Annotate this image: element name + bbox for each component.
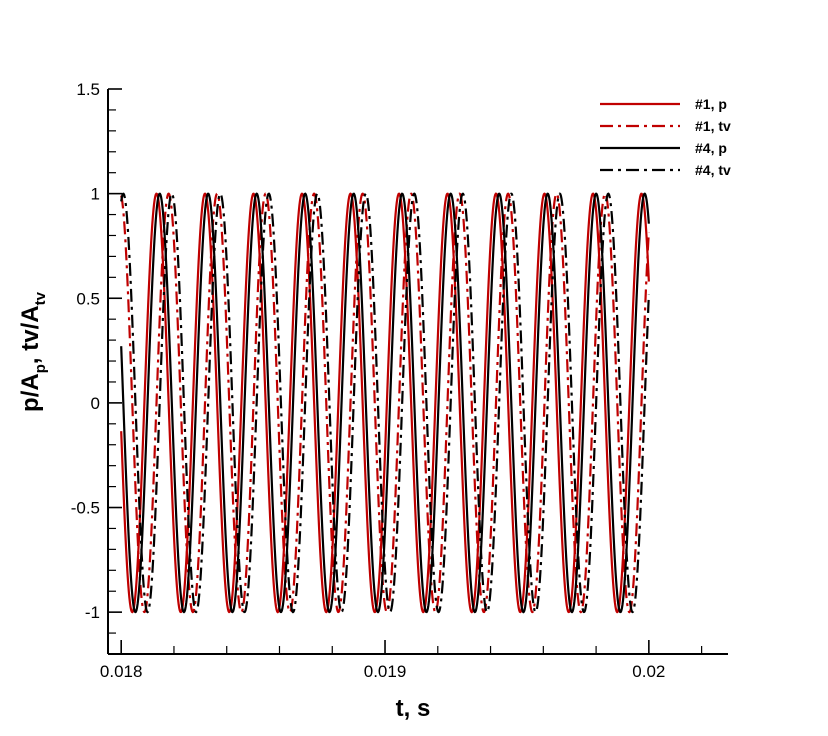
legend-label: #1, tv bbox=[695, 118, 731, 134]
x-axis-label: t, s bbox=[396, 695, 431, 722]
y-tick-label: -0.5 bbox=[71, 499, 100, 518]
plot-lines bbox=[120, 192, 650, 614]
axes: -1 -0.5 0 0.5 1 1.5 0.018 0.019 0.02 bbox=[71, 80, 728, 681]
series-line-2 bbox=[120, 192, 650, 614]
y-tick-label: 0 bbox=[91, 394, 100, 413]
x-tick-label: 0.019 bbox=[364, 662, 407, 681]
y-tick-label: 0.5 bbox=[76, 289, 100, 308]
y-axis-label: p/Ap, tv/Atv bbox=[17, 291, 49, 412]
y-tick-label: 1 bbox=[91, 185, 100, 204]
series-line-1 bbox=[120, 192, 650, 614]
y-tick-label: 1.5 bbox=[76, 80, 100, 99]
y-tick-label: -1 bbox=[85, 603, 100, 622]
legend-label: #4, p bbox=[695, 140, 727, 156]
series-line-3 bbox=[120, 192, 650, 614]
legend: #1, p #1, tv #4, p #4, tv bbox=[600, 96, 731, 178]
x-tick-label: 0.02 bbox=[632, 662, 665, 681]
x-tick-label: 0.018 bbox=[100, 662, 143, 681]
series-line-4 bbox=[120, 192, 650, 614]
legend-label: #4, tv bbox=[695, 162, 731, 178]
legend-label: #1, p bbox=[695, 96, 727, 112]
